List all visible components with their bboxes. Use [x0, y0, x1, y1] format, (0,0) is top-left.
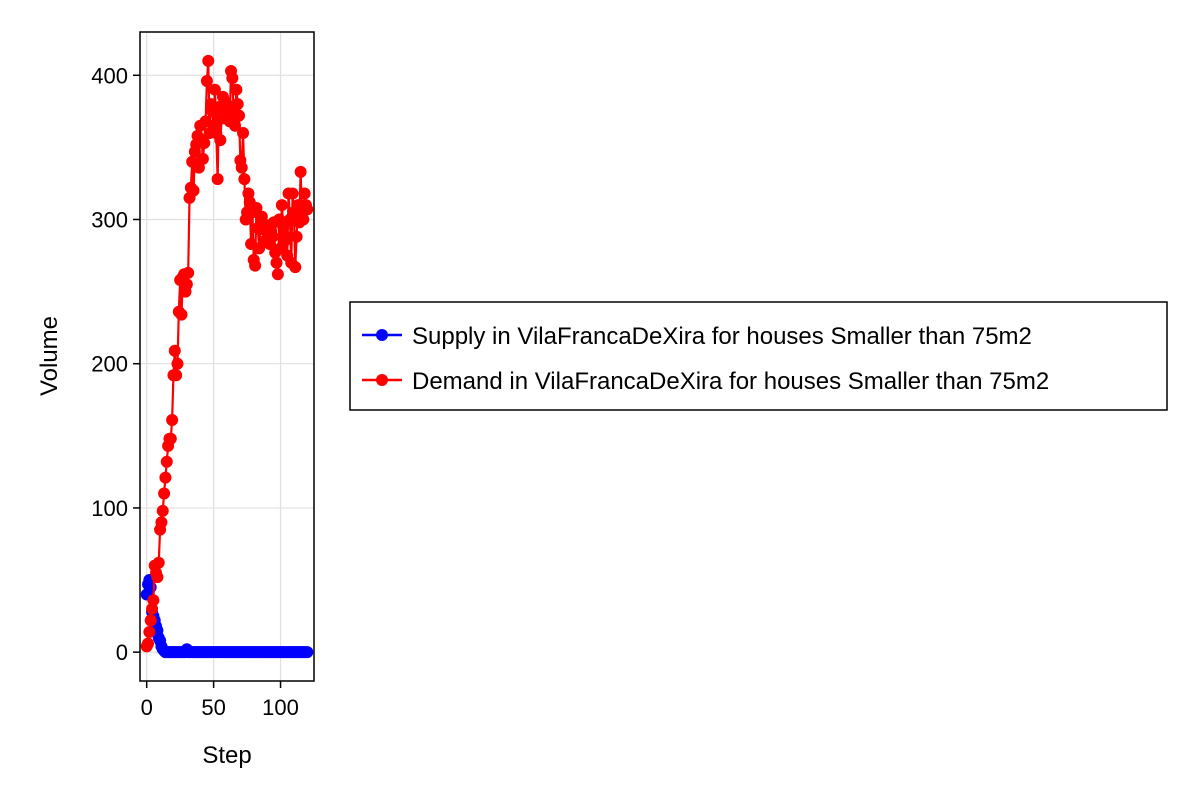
- axis-ticks: 0 100 200 300 400 0 50 100: [91, 63, 299, 720]
- legend-entry-supply: Supply in VilaFrancaDeXira for houses Sm…: [362, 323, 1032, 350]
- data-point-demand: [279, 230, 292, 243]
- legend-label-demand: Demand in VilaFrancaDeXira for houses Sm…: [412, 368, 1049, 395]
- x-tick-label: 100: [262, 695, 299, 720]
- data-point-demand: [196, 152, 209, 165]
- data-point-demand: [255, 210, 268, 223]
- legend-label-supply: Supply in VilaFrancaDeXira for houses Sm…: [412, 323, 1032, 350]
- data-point-demand: [187, 184, 200, 197]
- data-point-demand: [298, 187, 311, 200]
- data-point-demand: [231, 98, 244, 111]
- data-point-demand: [290, 230, 303, 243]
- legend-box: [349, 301, 1168, 411]
- x-axis-title: Step: [202, 742, 251, 769]
- data-point-demand: [158, 487, 171, 500]
- data-point-demand: [289, 261, 302, 274]
- data-point-demand: [151, 571, 164, 584]
- data-point-demand: [152, 556, 165, 569]
- legend-swatch-demand-marker: [376, 374, 388, 386]
- data-point-demand: [266, 230, 279, 243]
- y-tick-label: 300: [91, 207, 128, 232]
- data-point-demand: [230, 83, 243, 96]
- data-point-supply: [301, 646, 314, 659]
- data-point-demand: [200, 75, 213, 88]
- data-point-demand: [270, 256, 283, 269]
- data-point-demand: [164, 432, 177, 445]
- data-point-demand: [286, 187, 299, 200]
- data-point-demand: [175, 308, 188, 321]
- data-point-demand: [271, 268, 284, 281]
- data-point-demand: [142, 637, 155, 650]
- y-tick-label: 100: [91, 496, 128, 521]
- data-point-demand: [147, 594, 160, 607]
- data-point-demand: [226, 72, 239, 85]
- y-tick-label: 400: [91, 63, 128, 88]
- grid: [140, 32, 314, 681]
- data-point-demand: [144, 614, 157, 627]
- legend-swatch-supply-marker: [376, 329, 388, 341]
- data-point-demand: [250, 201, 263, 214]
- data-point-demand: [143, 625, 156, 638]
- data-point-demand: [235, 161, 248, 174]
- x-tick-label: 50: [201, 695, 225, 720]
- data-point-demand: [238, 173, 251, 186]
- y-axis-title: Volume: [36, 316, 63, 396]
- data-point-demand: [180, 278, 193, 291]
- data-point-demand: [170, 369, 183, 382]
- data-point-demand: [229, 119, 242, 132]
- plot-frame: [139, 31, 315, 682]
- data-point-demand: [214, 134, 227, 147]
- x-tick-label: 0: [141, 695, 153, 720]
- data-point-demand: [275, 199, 288, 212]
- data-point-demand: [211, 173, 224, 186]
- data-point-demand: [233, 109, 246, 122]
- data-point-demand: [168, 344, 181, 357]
- series-line-supply: [145, 578, 308, 654]
- data-point-demand: [198, 137, 211, 150]
- data-point-demand: [301, 203, 314, 216]
- legend-entry-demand: Demand in VilaFrancaDeXira for houses Sm…: [362, 368, 1049, 395]
- data-point-demand: [237, 126, 250, 139]
- data-point-demand: [202, 54, 215, 67]
- y-tick-label: 0: [116, 640, 128, 665]
- data-point-demand: [156, 504, 169, 517]
- plot-series: [140, 54, 314, 659]
- data-point-demand: [171, 357, 184, 370]
- data-point-demand: [297, 213, 310, 226]
- legend: Supply in VilaFrancaDeXira for houses Sm…: [349, 301, 1168, 411]
- data-point-demand: [182, 266, 195, 279]
- data-point-demand: [249, 259, 262, 272]
- data-point-demand: [160, 455, 173, 468]
- data-point-demand: [166, 413, 179, 426]
- data-point-demand: [159, 471, 172, 484]
- y-tick-label: 200: [91, 352, 128, 377]
- data-point-demand: [294, 165, 307, 178]
- data-point-demand: [155, 516, 168, 529]
- data-point-demand: [208, 83, 221, 96]
